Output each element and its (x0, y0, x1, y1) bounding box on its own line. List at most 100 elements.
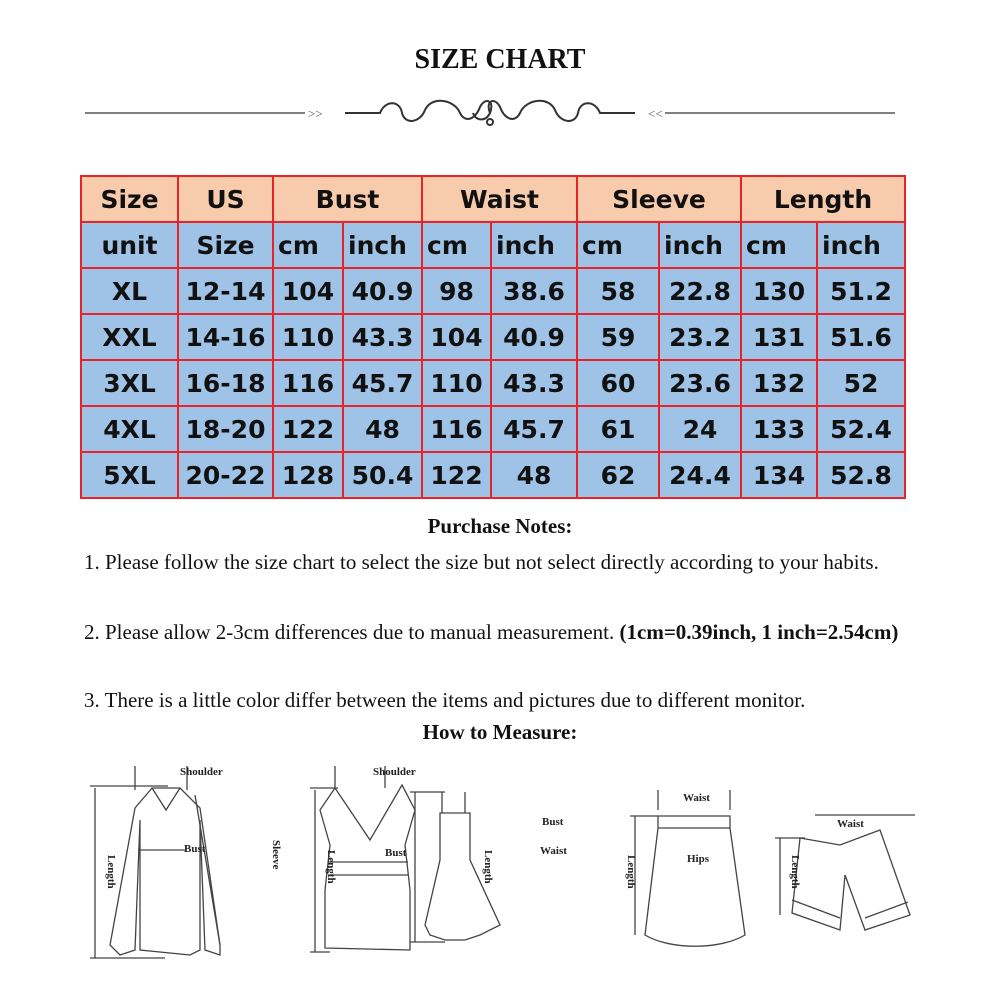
header-cell: Waist (421, 175, 578, 223)
header-cell: US (177, 175, 274, 223)
table-cell: 12-14 (177, 267, 274, 315)
table-cell: 52.8 (816, 451, 906, 499)
table-cell: 4XL (80, 405, 179, 453)
unit-cell: inch (490, 221, 578, 269)
table-cell: 58 (576, 267, 660, 315)
table-cell: 23.2 (658, 313, 742, 361)
table-cell: 122 (272, 405, 344, 453)
waist-label: Waist (683, 792, 710, 804)
unit-cell: inch (816, 221, 906, 269)
table-cell: 43.3 (342, 313, 423, 361)
unit-cell: cm (576, 221, 660, 269)
table-cell: 51.2 (816, 267, 906, 315)
table-cell: 132 (740, 359, 818, 407)
header-cell: Bust (272, 175, 423, 223)
svg-text:>>: >> (308, 106, 323, 121)
table-cell: 40.9 (342, 267, 423, 315)
table-cell: XXL (80, 313, 179, 361)
table-cell: 131 (740, 313, 818, 361)
table-cell: 24.4 (658, 451, 742, 499)
table-cell: 18-20 (177, 405, 274, 453)
table-cell: 134 (740, 451, 818, 499)
header-cell: Sleeve (576, 175, 742, 223)
tank-diagram (310, 766, 416, 953)
shoulder-label: Shoulder (373, 766, 416, 778)
svg-text:<<: << (648, 106, 663, 121)
unit-cell: cm (421, 221, 492, 269)
table-cell: 48 (342, 405, 423, 453)
bust-label: Bust (542, 816, 564, 828)
length-label: Length (789, 855, 801, 889)
unit-cell: Size (177, 221, 274, 269)
table-cell: 14-16 (177, 313, 274, 361)
table-cell: 23.6 (658, 359, 742, 407)
table-cell: 133 (740, 405, 818, 453)
table-cell: 45.7 (342, 359, 423, 407)
table-cell: 110 (421, 359, 492, 407)
table-row: XXL 14-16 110 43.3 104 40.9 59 23.2 131 51.6 (80, 313, 906, 361)
length-label: Length (625, 855, 637, 889)
table-cell: 60 (576, 359, 660, 407)
table-cell: 52 (816, 359, 906, 407)
note-2-conversion: (1cm=0.39inch, 1 inch=2.54cm) (619, 620, 899, 644)
table-cell: 110 (272, 313, 344, 361)
unit-row: unit Size cm inch cm inch cm inch cm inc… (80, 221, 906, 269)
unit-cell: unit (80, 221, 179, 269)
bust-label: Bust (385, 847, 407, 859)
note-3: 3. There is a little color differ betwee… (84, 688, 806, 712)
table-cell: 40.9 (490, 313, 578, 361)
table-cell: 24 (658, 405, 742, 453)
purchase-notes-heading: Purchase Notes: (427, 514, 573, 538)
header-cell: Size (80, 175, 179, 223)
table-row: 5XL 20-22 128 50.4 122 48 62 24.4 134 52.8 (80, 451, 906, 499)
unit-cell: cm (740, 221, 818, 269)
blouse-diagram (90, 766, 221, 959)
table-row: XL 12-14 104 40.9 98 38.6 58 22.8 130 51.2 (80, 267, 906, 315)
waist-label: Waist (540, 845, 567, 857)
hips-label: Hips (687, 853, 710, 865)
table-cell: 130 (740, 267, 818, 315)
table-cell: 104 (272, 267, 344, 315)
table-cell: 128 (272, 451, 344, 499)
measurement-diagrams: Shoulder Bust Sleeve Length Shoulder Bus… (90, 766, 915, 959)
header-row: Size US Bust Waist Sleeve Length (80, 175, 906, 223)
table-cell: 122 (421, 451, 492, 499)
table-cell: 20-22 (177, 451, 274, 499)
table-cell: 5XL (80, 451, 179, 499)
note-2: 2. Please allow 2-3cm differences due to… (84, 615, 924, 649)
table-cell: 43.3 (490, 359, 578, 407)
table-cell: 51.6 (816, 313, 906, 361)
sleeve-label: Sleeve (270, 840, 282, 869)
table-cell: 104 (421, 313, 492, 361)
table-cell: 116 (272, 359, 344, 407)
table-cell: 116 (421, 405, 492, 453)
how-to-measure-heading: How to Measure: (422, 720, 578, 744)
table-cell: 16-18 (177, 359, 274, 407)
waist-label: Waist (837, 818, 864, 830)
table-cell: 38.6 (490, 267, 578, 315)
table-row: 3XL 16-18 116 45.7 110 43.3 60 23.6 132 52 (80, 359, 906, 407)
length-label: Length (105, 855, 117, 889)
table-cell: XL (80, 267, 179, 315)
note-2-text: 2. Please allow 2-3cm differences due to… (84, 620, 620, 644)
unit-cell: cm (272, 221, 344, 269)
size-table: Size US Bust Waist Sleeve Length unit Si… (80, 175, 906, 499)
unit-cell: inch (658, 221, 742, 269)
table-cell: 45.7 (490, 405, 578, 453)
skirt-diagram (630, 790, 746, 947)
table-cell: 61 (576, 405, 660, 453)
table-cell: 22.8 (658, 267, 742, 315)
decorative-divider: >> << (85, 99, 895, 126)
header-cell: Length (740, 175, 906, 223)
page-title: SIZE CHART (414, 44, 586, 75)
dress-diagram (410, 791, 501, 943)
table-cell: 3XL (80, 359, 179, 407)
length-label: Length (482, 850, 494, 884)
table-row: 4XL 18-20 122 48 116 45.7 61 24 133 52.4 (80, 405, 906, 453)
table-cell: 98 (421, 267, 492, 315)
shorts-diagram (775, 814, 915, 931)
table-cell: 48 (490, 451, 578, 499)
table-cell: 52.4 (816, 405, 906, 453)
bust-label: Bust (184, 843, 206, 855)
